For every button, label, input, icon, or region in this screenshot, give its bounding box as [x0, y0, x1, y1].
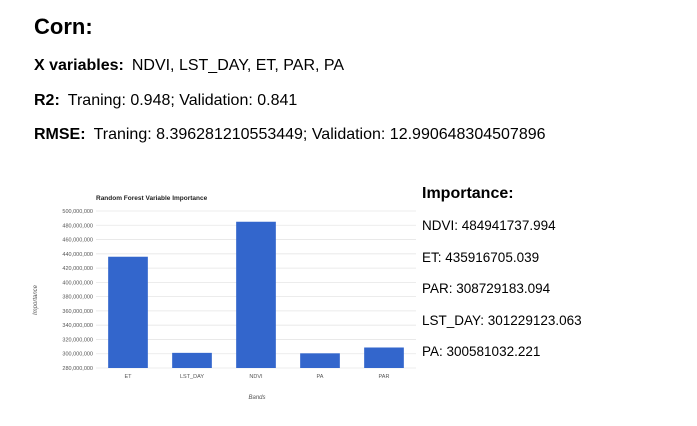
y-tick-label: 400,000,000: [62, 280, 93, 286]
y-tick-label: 360,000,000: [62, 309, 93, 315]
r2-value: Traning: 0.948; Validation: 0.841: [67, 92, 298, 109]
y-axis-label: Importance: [33, 284, 39, 315]
chart-svg: Random Forest Variable Importance 280,00…: [33, 195, 416, 401]
y-tick-label: 420,000,000: [62, 266, 93, 272]
rmse-value: Traning: 8.396281210553449; Validation: …: [93, 126, 546, 143]
x-variables-value: NDVI, LST_DAY, ET, PAR, PA: [131, 57, 345, 74]
y-tick-label: 380,000,000: [62, 295, 93, 301]
importance-item-ndvi: NDVI: 484941737.994: [422, 218, 556, 233]
y-tick-label: 340,000,000: [62, 323, 93, 329]
rmse-row: RMSE: Traning: 8.396281210553449; Validat…: [34, 126, 546, 144]
importance-item-et: ET: 435916705.039: [422, 249, 540, 265]
bar-et: [108, 256, 148, 368]
x-tick-label: PA: [317, 374, 324, 380]
y-tick-label: 460,000,000: [62, 238, 93, 244]
importance-panel: Importance: NDVI: 484941737.994 ET: 4359…: [422, 185, 582, 376]
importance-title: Importance:: [422, 185, 514, 202]
x-axis-label: Bands: [248, 395, 265, 401]
x-variables-label: X variables:: [34, 57, 124, 74]
x-variables-row: X variables: NDVI, LST_DAY, ET, PAR, PA: [34, 57, 344, 75]
page-title: Corn:: [34, 14, 93, 39]
bar-ndvi: [236, 221, 276, 368]
x-axis-ticks: ET LST_DAY NDVI PA PAR: [124, 374, 389, 380]
r2-label: R2:: [34, 92, 60, 109]
y-tick-label: 500,000,000: [62, 209, 93, 215]
bar-par: [364, 347, 404, 368]
y-tick-label: 280,000,000: [62, 366, 93, 372]
rmse-label: RMSE:: [34, 126, 86, 143]
chart-bars: [108, 221, 404, 368]
y-tick-label: 480,000,000: [62, 223, 93, 229]
x-tick-label: PAR: [379, 374, 390, 380]
bar-pa: [300, 353, 340, 368]
r2-row: R2: Traning: 0.948; Validation: 0.841: [34, 92, 297, 110]
importance-item-lst-day: LST_DAY: 301229123.063: [422, 312, 582, 328]
x-tick-label: NDVI: [249, 374, 263, 380]
x-tick-label: LST_DAY: [180, 374, 204, 380]
bar-lst-day: [172, 352, 212, 368]
chart-title: Random Forest Variable Importance: [96, 195, 208, 202]
importance-item-pa: PA: 300581032.221: [422, 344, 541, 359]
y-axis-ticks: 280,000,000 300,000,000 320,000,000 340,000…: [62, 209, 93, 372]
importance-item-par: PAR: 308729183.094: [422, 281, 551, 296]
x-tick-label: ET: [124, 374, 132, 380]
y-tick-label: 440,000,000: [62, 252, 93, 258]
y-tick-label: 320,000,000: [62, 337, 93, 343]
importance-chart: Random Forest Variable Importance 280,00…: [28, 185, 420, 407]
y-tick-label: 300,000,000: [62, 352, 93, 358]
